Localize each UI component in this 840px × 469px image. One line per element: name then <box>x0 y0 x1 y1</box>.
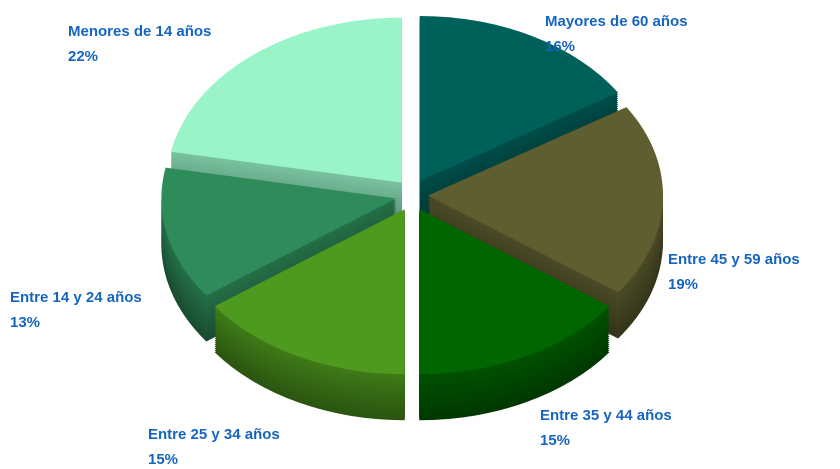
slice-label: Mayores de 60 años <box>545 13 688 30</box>
slice-value-label: 16% <box>545 38 575 55</box>
slice <box>161 167 397 296</box>
slice <box>427 107 663 293</box>
slice <box>214 209 405 375</box>
slice-value-label: 13% <box>10 314 40 331</box>
slice-value-label: 15% <box>148 451 178 468</box>
slice <box>419 209 610 375</box>
slice-label: Entre 35 y 44 años <box>540 407 672 424</box>
slice-label: Entre 45 y 59 años <box>668 251 800 268</box>
slice-label: Entre 14 y 24 años <box>10 289 142 306</box>
slice-label: Entre 25 y 34 años <box>148 426 280 443</box>
slice-value-label: 22% <box>68 48 98 65</box>
slice-label: Menores de 14 años <box>68 23 211 40</box>
slice <box>419 15 619 181</box>
slice-value-label: 15% <box>540 432 570 449</box>
slice-value-label: 19% <box>668 276 698 293</box>
slice <box>170 17 402 183</box>
